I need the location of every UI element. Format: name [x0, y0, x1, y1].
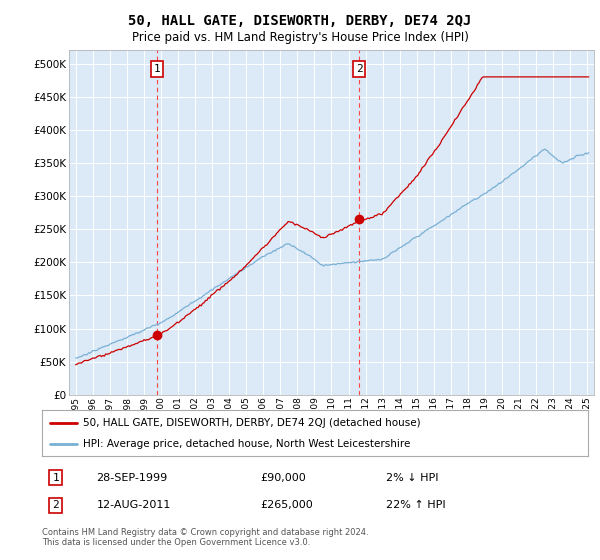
Text: 2: 2 [52, 501, 59, 511]
Text: 12-AUG-2011: 12-AUG-2011 [97, 501, 171, 511]
Text: 50, HALL GATE, DISEWORTH, DERBY, DE74 2QJ: 50, HALL GATE, DISEWORTH, DERBY, DE74 2Q… [128, 14, 472, 28]
Text: 2% ↓ HPI: 2% ↓ HPI [386, 473, 439, 483]
Text: 1: 1 [154, 64, 160, 74]
Text: Price paid vs. HM Land Registry's House Price Index (HPI): Price paid vs. HM Land Registry's House … [131, 31, 469, 44]
Text: £265,000: £265,000 [260, 501, 313, 511]
Text: 50, HALL GATE, DISEWORTH, DERBY, DE74 2QJ (detached house): 50, HALL GATE, DISEWORTH, DERBY, DE74 2Q… [83, 418, 421, 428]
Text: 2: 2 [356, 64, 362, 74]
Text: 1: 1 [52, 473, 59, 483]
Text: £90,000: £90,000 [260, 473, 306, 483]
Text: Contains HM Land Registry data © Crown copyright and database right 2024.
This d: Contains HM Land Registry data © Crown c… [42, 528, 368, 547]
Text: HPI: Average price, detached house, North West Leicestershire: HPI: Average price, detached house, Nort… [83, 439, 410, 449]
Text: 28-SEP-1999: 28-SEP-1999 [97, 473, 168, 483]
Text: 22% ↑ HPI: 22% ↑ HPI [386, 501, 446, 511]
